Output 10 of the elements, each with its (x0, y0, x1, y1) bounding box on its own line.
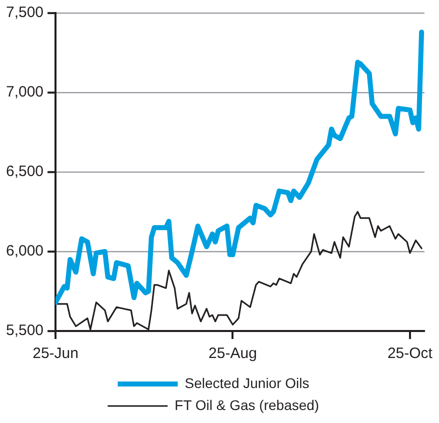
x-tick-label: 25-Aug (208, 345, 257, 362)
legend-label: Selected Junior Oils (184, 374, 310, 391)
y-tick-label: 6,500 (6, 163, 44, 180)
y-tick-label: 6,000 (6, 242, 44, 260)
y-tick-label: 7,000 (6, 84, 44, 101)
y-tick-label: 5,500 (6, 322, 44, 340)
legend-label: FT Oil & Gas (rebased) (174, 396, 320, 413)
x-tick-label: 25-Oct (387, 345, 434, 362)
y-tick-label: 7,500 (6, 4, 44, 22)
x-tick-label: 25-Jun (32, 345, 78, 362)
